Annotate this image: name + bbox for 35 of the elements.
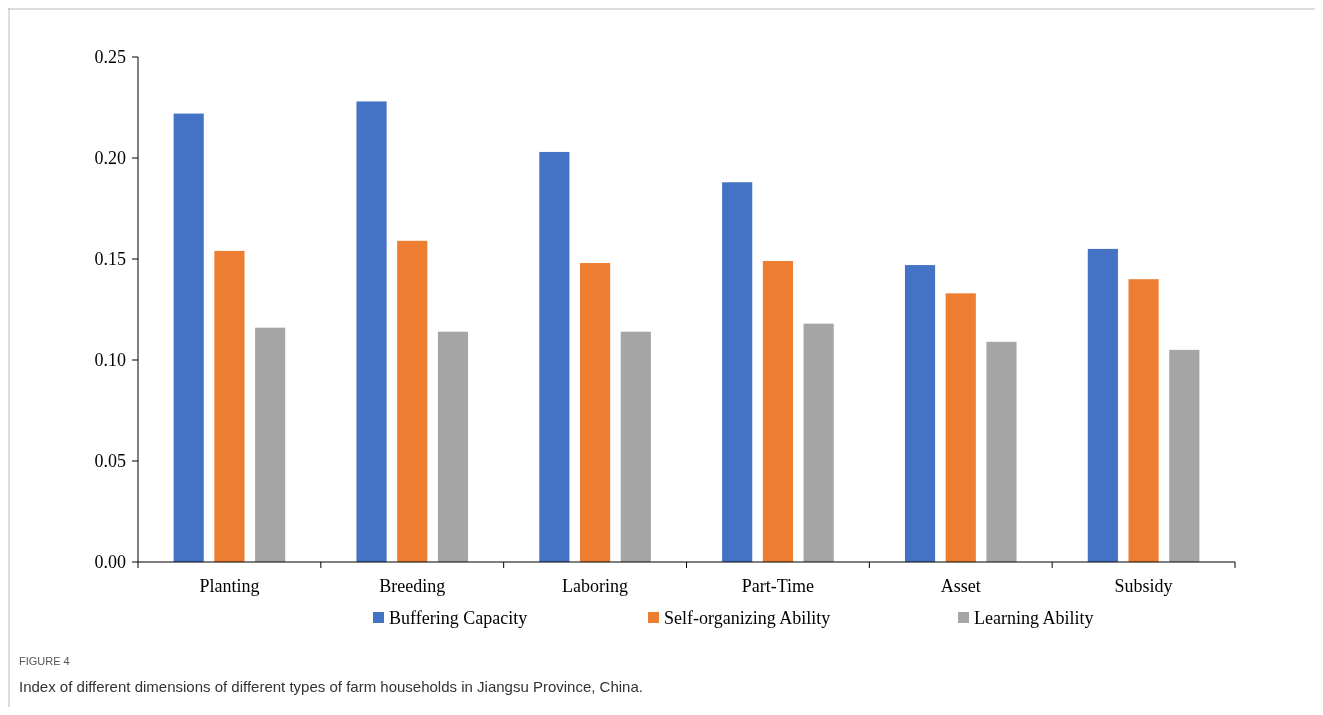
legend-label: Buffering Capacity [389, 608, 528, 629]
bar [904, 265, 936, 562]
y-tick-label: 0.20 [94, 148, 126, 169]
bar [397, 240, 428, 562]
bar [356, 101, 387, 562]
bar [539, 151, 570, 562]
bar [1128, 279, 1159, 562]
bar [803, 323, 834, 562]
text: Index of different dimensions of different types of farm households in Jiangsu Province, China. [19, 678, 643, 695]
bar [1169, 349, 1200, 562]
bar [762, 261, 793, 562]
bar [986, 341, 1017, 562]
legend-label: Learning Ability [974, 608, 1094, 629]
bar [173, 113, 204, 562]
y-tick-label: 0.05 [94, 451, 126, 472]
bar [255, 327, 286, 562]
bar [722, 182, 753, 562]
y-tick-label: 0.25 [94, 47, 126, 68]
y-tick-label: 0.15 [94, 249, 126, 270]
bar [437, 331, 469, 562]
bar [945, 293, 976, 562]
bar [214, 250, 245, 562]
x-tick-label: Asset [940, 576, 981, 596]
bar [1087, 248, 1118, 562]
y-tick-label: 0.10 [94, 350, 126, 371]
bar [620, 331, 651, 562]
caption: FIGURE 4 [19, 655, 70, 667]
x-tick-label: Part-Time [741, 576, 815, 596]
x-tick-label: Breeding [379, 576, 446, 596]
bar [580, 263, 611, 562]
y-tick-label: 0.00 [94, 552, 126, 573]
legend-label: Self-organizing Ability [664, 608, 831, 629]
x-tick-label: Laboring [562, 576, 629, 596]
x-tick-label: Subsidy [1114, 576, 1173, 596]
x-tick-label: Planting [199, 576, 260, 596]
